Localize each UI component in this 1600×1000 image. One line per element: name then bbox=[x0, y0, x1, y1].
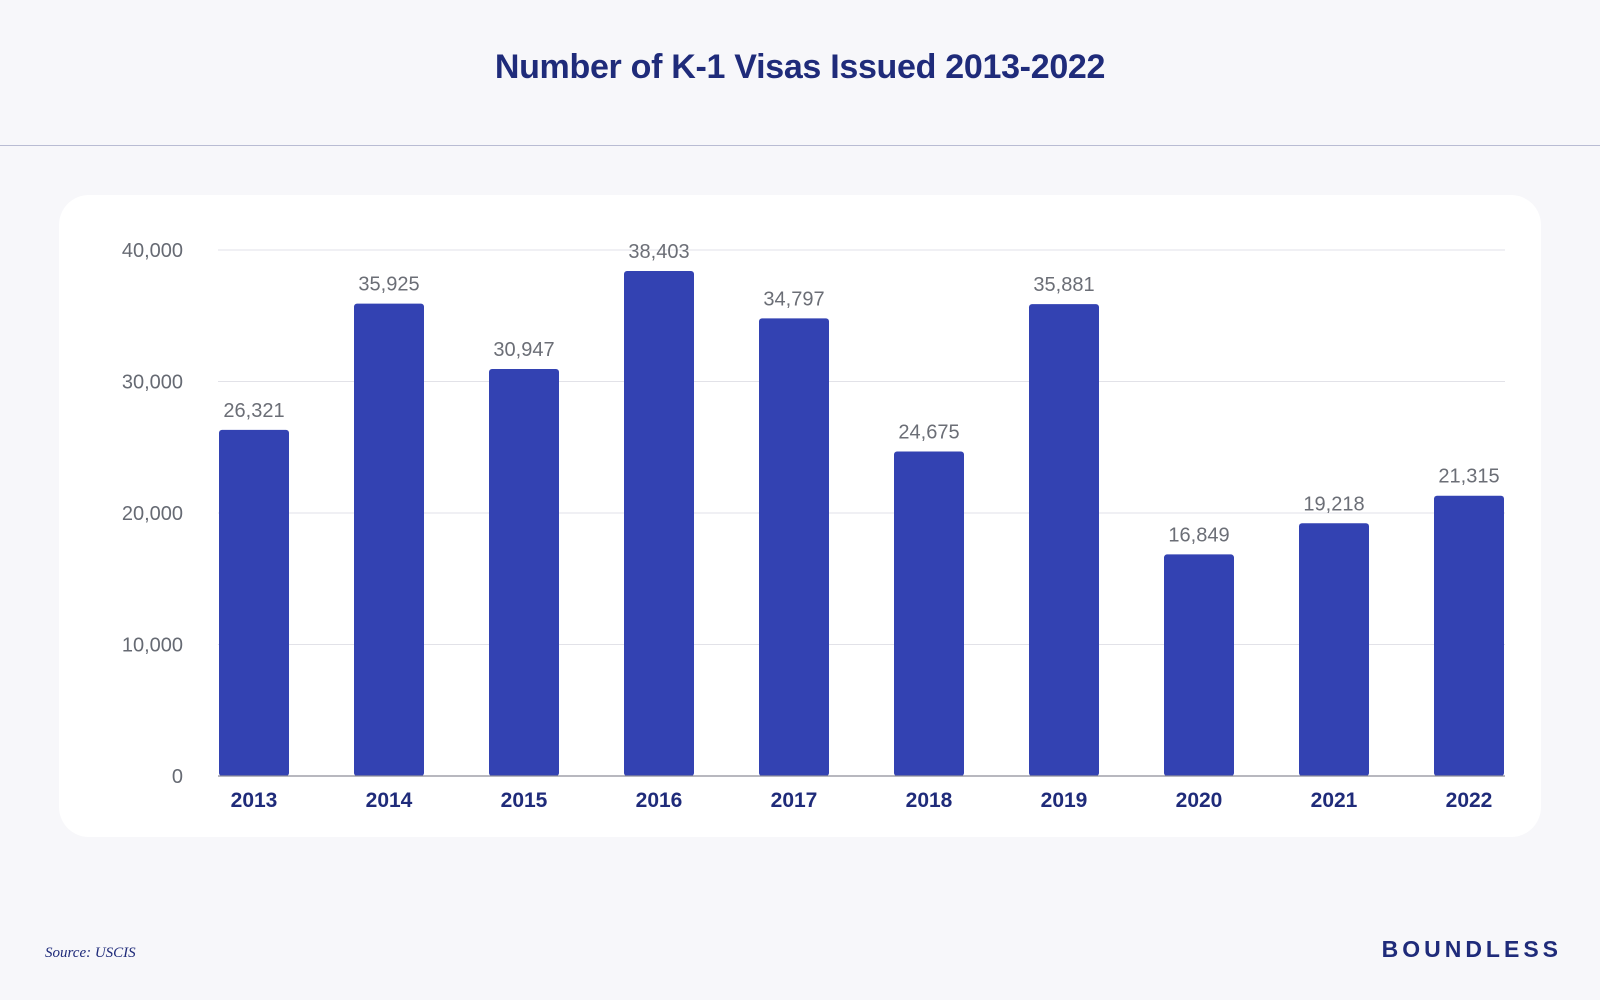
bar-2021 bbox=[1299, 523, 1369, 776]
x-tick-label: 2019 bbox=[1041, 789, 1088, 812]
x-tick-label: 2014 bbox=[366, 789, 413, 812]
bar-2017 bbox=[759, 318, 829, 776]
value-label: 24,675 bbox=[898, 422, 959, 444]
bar-2019 bbox=[1029, 304, 1099, 776]
value-label: 26,321 bbox=[223, 400, 284, 422]
bar-2016 bbox=[624, 271, 694, 776]
y-tick-label: 0 bbox=[172, 766, 183, 788]
x-tick-label: 2022 bbox=[1446, 789, 1493, 812]
value-label: 19,218 bbox=[1303, 493, 1364, 515]
value-labels: 26,321 35,925 30,947 38,403 34,797 24,675 35,8… bbox=[223, 241, 1499, 546]
x-tick-label: 2015 bbox=[501, 789, 548, 812]
y-axis-ticks: 0 10,000 20,000 30,000 40,000 bbox=[122, 240, 183, 788]
x-axis-ticks: 2013 2014 2015 2016 2017 2018 2019 2020 2021 2022 bbox=[231, 789, 1493, 812]
value-label: 34,797 bbox=[763, 288, 824, 310]
value-label: 30,947 bbox=[493, 339, 554, 361]
bar-2014 bbox=[354, 303, 424, 776]
x-tick-label: 2020 bbox=[1176, 789, 1223, 812]
bar-2022 bbox=[1434, 495, 1504, 776]
brand-logo: BOUNDLESS bbox=[1381, 936, 1562, 962]
x-tick-label: 2016 bbox=[636, 789, 683, 812]
value-label: 35,881 bbox=[1033, 274, 1094, 296]
bar-2015 bbox=[489, 369, 559, 776]
y-tick-label: 10,000 bbox=[122, 635, 183, 657]
header-divider bbox=[0, 145, 1600, 146]
x-tick-label: 2021 bbox=[1311, 789, 1358, 812]
bar-2013 bbox=[219, 429, 289, 776]
value-label: 16,849 bbox=[1168, 524, 1229, 546]
value-label: 21,315 bbox=[1438, 466, 1499, 488]
bars bbox=[219, 271, 1504, 776]
y-tick-label: 20,000 bbox=[122, 503, 183, 525]
x-tick-label: 2017 bbox=[771, 789, 818, 812]
x-tick-label: 2013 bbox=[231, 789, 278, 812]
value-label: 35,925 bbox=[358, 274, 419, 296]
y-tick-label: 40,000 bbox=[122, 240, 183, 262]
value-label: 38,403 bbox=[628, 241, 689, 263]
y-tick-label: 30,000 bbox=[122, 372, 183, 394]
source-note: Source: USCIS bbox=[45, 945, 136, 961]
gridlines bbox=[218, 249, 1505, 645]
bar-2020 bbox=[1164, 554, 1234, 776]
bar-2018 bbox=[894, 451, 964, 776]
chart-title: Number of K-1 Visas Issued 2013-2022 bbox=[494, 48, 1106, 86]
x-tick-label: 2018 bbox=[906, 789, 953, 812]
